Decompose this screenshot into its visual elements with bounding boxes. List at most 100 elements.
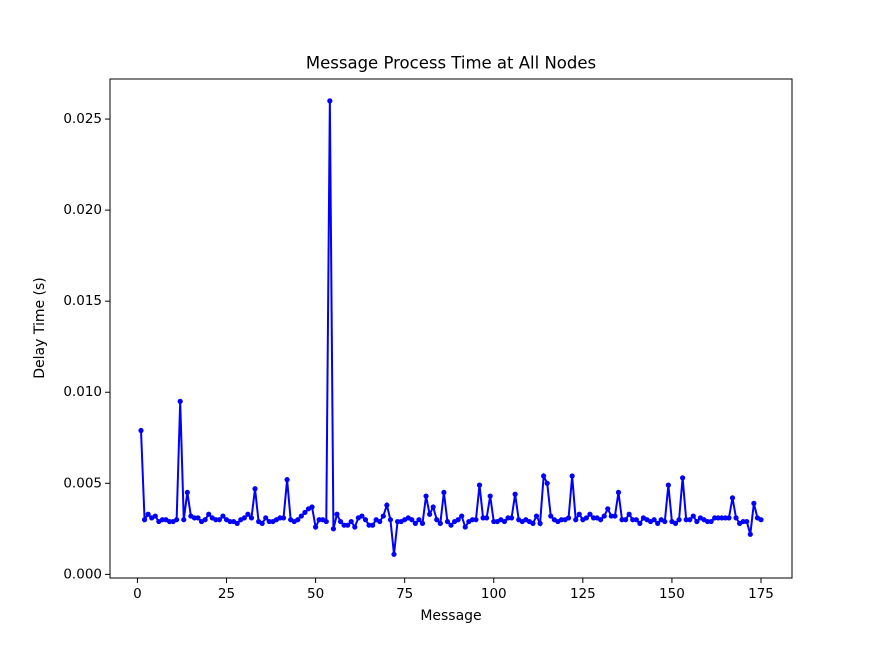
x-tick-label: 175 bbox=[748, 586, 774, 602]
point bbox=[487, 493, 493, 499]
y-tick-label: 0.005 bbox=[63, 475, 102, 491]
point bbox=[380, 513, 386, 519]
point bbox=[569, 473, 575, 479]
x-tick-label: 50 bbox=[307, 586, 324, 602]
point bbox=[633, 517, 639, 523]
point bbox=[476, 482, 483, 488]
point bbox=[362, 517, 369, 523]
chart-title: Message Process Time at All Nodes bbox=[306, 54, 596, 73]
point bbox=[726, 515, 732, 521]
point bbox=[637, 520, 643, 526]
point bbox=[544, 480, 550, 486]
point bbox=[248, 515, 255, 521]
point bbox=[206, 511, 212, 517]
point bbox=[177, 398, 183, 404]
point bbox=[533, 513, 540, 519]
point bbox=[598, 517, 604, 523]
point bbox=[184, 489, 190, 496]
point bbox=[473, 517, 479, 523]
point bbox=[676, 517, 682, 523]
point bbox=[384, 502, 390, 508]
point bbox=[348, 518, 354, 525]
point bbox=[758, 517, 764, 523]
point bbox=[394, 518, 401, 525]
x-tick-label: 25 bbox=[218, 586, 235, 602]
point bbox=[687, 517, 693, 523]
point bbox=[715, 515, 721, 521]
point bbox=[459, 513, 465, 519]
point bbox=[419, 520, 426, 526]
x-axis-label: Message bbox=[420, 608, 481, 624]
point bbox=[708, 518, 714, 525]
x-tick-label: 100 bbox=[481, 586, 507, 602]
point bbox=[327, 98, 333, 104]
point bbox=[409, 517, 415, 523]
point bbox=[601, 513, 607, 519]
point bbox=[387, 517, 394, 523]
point bbox=[359, 513, 365, 519]
y-tick-label: 0.000 bbox=[63, 566, 102, 582]
point bbox=[662, 518, 668, 525]
point bbox=[505, 515, 511, 521]
point bbox=[712, 515, 718, 521]
point bbox=[583, 515, 590, 521]
x-tick-label: 0 bbox=[133, 586, 142, 602]
point bbox=[612, 513, 618, 519]
point bbox=[608, 513, 614, 519]
point bbox=[434, 517, 440, 523]
point bbox=[704, 518, 711, 525]
point bbox=[195, 515, 201, 521]
point bbox=[370, 522, 376, 528]
y-axis-label: Delay Time (s) bbox=[32, 277, 48, 379]
point bbox=[744, 518, 750, 525]
point bbox=[241, 515, 247, 521]
point bbox=[462, 524, 468, 530]
point bbox=[166, 518, 173, 525]
point bbox=[747, 531, 753, 537]
point bbox=[245, 511, 251, 517]
point bbox=[266, 518, 272, 525]
point bbox=[548, 513, 554, 519]
x-tick-label: 125 bbox=[570, 586, 596, 602]
point bbox=[573, 517, 579, 523]
point bbox=[665, 482, 671, 488]
point bbox=[234, 520, 240, 526]
point bbox=[626, 511, 632, 517]
point bbox=[501, 518, 508, 525]
point bbox=[280, 515, 287, 521]
point bbox=[316, 517, 322, 523]
point bbox=[181, 517, 187, 523]
point bbox=[722, 515, 728, 521]
point bbox=[672, 520, 679, 526]
point bbox=[377, 518, 383, 525]
point bbox=[284, 477, 290, 483]
point bbox=[330, 526, 337, 532]
point bbox=[484, 515, 490, 521]
point bbox=[295, 517, 301, 523]
point bbox=[159, 517, 165, 523]
point bbox=[558, 517, 565, 523]
point bbox=[412, 520, 418, 526]
point bbox=[565, 515, 572, 521]
point bbox=[512, 491, 518, 497]
point bbox=[152, 513, 158, 519]
point bbox=[729, 495, 736, 501]
point bbox=[694, 518, 700, 525]
point bbox=[298, 513, 304, 519]
point bbox=[733, 515, 739, 521]
point bbox=[537, 520, 543, 526]
point bbox=[630, 517, 636, 523]
point bbox=[455, 517, 461, 523]
point bbox=[491, 518, 497, 525]
y-tick-label: 0.010 bbox=[63, 384, 102, 400]
y-tick-label: 0.025 bbox=[63, 111, 102, 127]
point bbox=[352, 524, 358, 530]
x-tick-label: 150 bbox=[659, 586, 685, 602]
point bbox=[615, 489, 622, 496]
point bbox=[427, 511, 433, 517]
point bbox=[191, 515, 198, 521]
point bbox=[437, 520, 443, 526]
point bbox=[323, 518, 329, 525]
point bbox=[430, 504, 436, 510]
